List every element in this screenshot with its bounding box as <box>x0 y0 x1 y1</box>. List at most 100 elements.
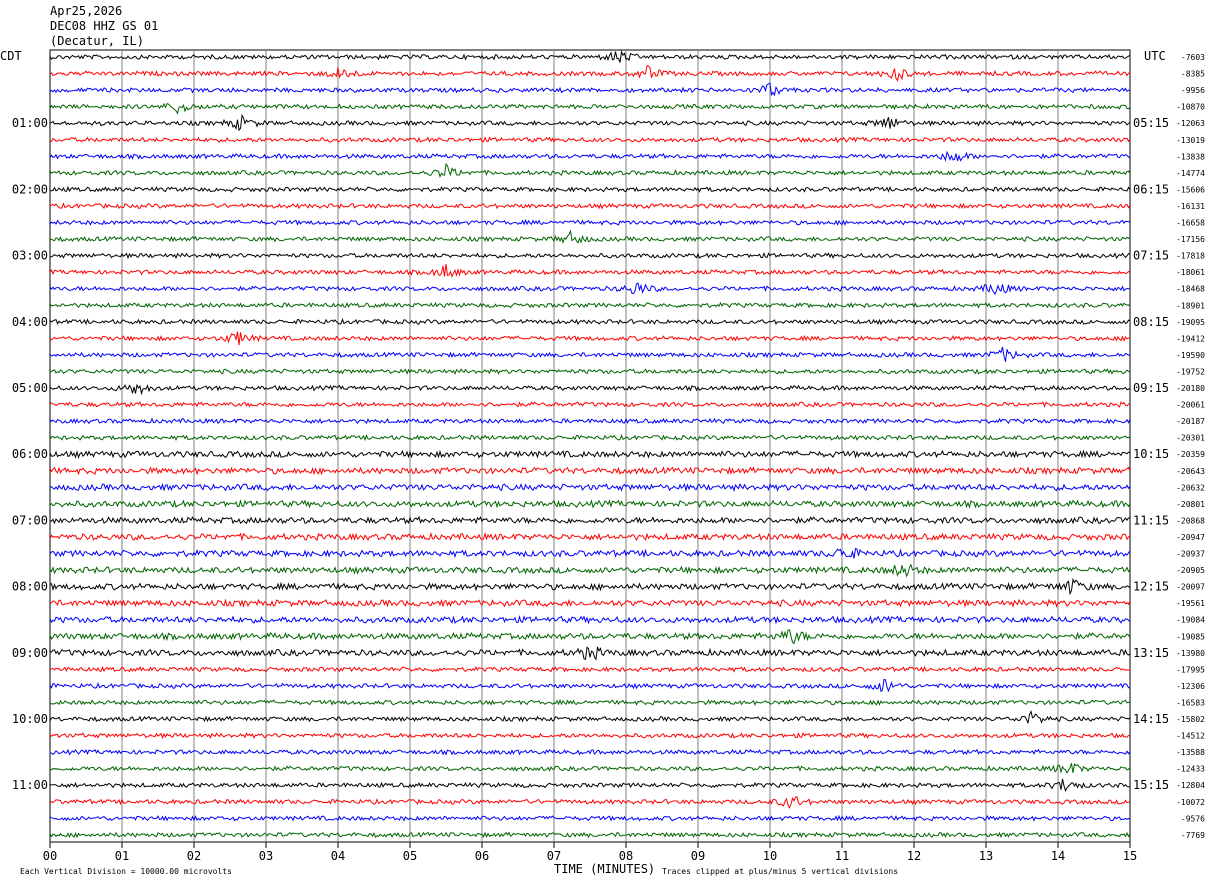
x-tick-label: 07 <box>547 849 561 863</box>
trace-line <box>49 136 1131 144</box>
trace-offset-label: -17156 <box>1176 235 1205 244</box>
trace-line <box>49 282 1131 295</box>
x-tick-label: 00 <box>43 849 57 863</box>
trace-line <box>49 466 1131 476</box>
trace-offset-label: -20180 <box>1176 384 1205 393</box>
trace-offset-label: -12433 <box>1176 765 1205 774</box>
trace-line <box>49 383 1131 396</box>
trace-offset-label: -13019 <box>1176 136 1205 145</box>
x-tick-label: 05 <box>403 849 417 863</box>
trace-offset-label: -16583 <box>1176 698 1205 707</box>
trace-offset-label: -17995 <box>1176 665 1205 674</box>
trace-offset-label: -20643 <box>1176 467 1205 476</box>
trace-offset-label: -10870 <box>1176 103 1205 112</box>
trace-offset-label: -20801 <box>1176 500 1205 509</box>
trace-line <box>49 318 1131 326</box>
trace-offset-label: -12804 <box>1176 781 1205 790</box>
right-hour-label: 12:15 <box>1133 580 1169 594</box>
x-tick-label: 06 <box>475 849 489 863</box>
trace-offset-label: -13980 <box>1176 649 1205 658</box>
left-hour-label: 08:00 <box>12 580 48 594</box>
x-axis-title: TIME (MINUTES) <box>554 862 656 876</box>
trace-offset-label: -19412 <box>1176 334 1205 343</box>
trace-line <box>49 732 1131 740</box>
trace-line <box>49 368 1131 376</box>
x-tick-label: 09 <box>691 849 705 863</box>
trace-offset-label: -12306 <box>1176 682 1205 691</box>
right-hour-label: 13:15 <box>1133 646 1169 660</box>
trace-offset-label: -19084 <box>1176 616 1205 625</box>
trace-line <box>49 113 1131 132</box>
trace-line <box>49 346 1131 362</box>
trace-line <box>49 629 1131 645</box>
trace-line <box>49 229 1131 244</box>
trace-line <box>49 646 1131 661</box>
left-hour-label: 02:00 <box>12 182 48 196</box>
left-hour-label: 07:00 <box>12 513 48 527</box>
trace-line <box>49 202 1131 210</box>
trace-offset-label: -20301 <box>1176 434 1205 443</box>
trace-line <box>49 482 1131 493</box>
station-location: (Decatur, IL) <box>50 34 144 48</box>
trace-line <box>49 218 1131 226</box>
trace-line <box>49 831 1131 839</box>
trace-offset-label: -20359 <box>1176 450 1205 459</box>
trace-offset-label: -19085 <box>1176 632 1205 641</box>
trace-line <box>49 615 1131 625</box>
trace-offset-label: -20187 <box>1176 417 1205 426</box>
trace-offset-label: -14774 <box>1176 169 1205 178</box>
trace-offset-label: -19590 <box>1176 351 1205 360</box>
trace-line <box>49 499 1131 509</box>
trace-offset-label: -18061 <box>1176 268 1205 277</box>
trace-line <box>49 401 1131 408</box>
trace-offset-label: -19095 <box>1176 318 1205 327</box>
trace-line <box>49 65 1131 82</box>
x-tick-label: 10 <box>763 849 777 863</box>
right-hour-label: 05:15 <box>1133 116 1169 130</box>
station-code: DEC08 HHZ GS 01 <box>50 19 159 33</box>
right-hour-label: 10:15 <box>1133 447 1169 461</box>
right-hour-label: 07:15 <box>1133 249 1169 263</box>
trace-offset-label: -20097 <box>1176 583 1205 592</box>
trace-line <box>49 814 1131 822</box>
trace-line <box>49 252 1131 260</box>
left-hour-label: 10:00 <box>12 712 48 726</box>
trace-offset-label: -13588 <box>1176 748 1205 757</box>
trace-offset-label: -18901 <box>1176 301 1205 310</box>
trace-line <box>49 598 1131 608</box>
trace-offset-label: -20868 <box>1176 516 1205 525</box>
right-hour-label: 08:15 <box>1133 315 1169 329</box>
trace-offset-label: -7769 <box>1181 831 1205 840</box>
right-hour-label: 09:15 <box>1133 381 1169 395</box>
right-hour-label: 15:15 <box>1133 778 1169 792</box>
trace-line <box>49 102 1131 115</box>
x-tick-label: 08 <box>619 849 633 863</box>
trace-line <box>49 531 1131 542</box>
trace-line <box>49 49 1131 63</box>
trace-offset-label: -13838 <box>1176 152 1205 161</box>
trace-line <box>49 577 1131 596</box>
right-timezone: UTC <box>1144 49 1166 63</box>
trace-offset-label: -7603 <box>1181 53 1205 62</box>
trace-line <box>49 417 1131 425</box>
left-hour-label: 06:00 <box>12 447 48 461</box>
right-hour-label: 14:15 <box>1133 712 1169 726</box>
x-tick-label: 03 <box>259 849 273 863</box>
left-hour-label: 11:00 <box>12 778 48 792</box>
trace-line <box>49 665 1131 673</box>
trace-line <box>49 449 1131 459</box>
trace-offset-label: -20937 <box>1176 550 1205 559</box>
trace-offset-label: -19752 <box>1176 367 1205 376</box>
trace-line <box>49 763 1131 774</box>
trace-line <box>49 748 1131 756</box>
trace-offset-label: -18468 <box>1176 285 1205 294</box>
plot-date: Apr25,2026 <box>50 4 123 18</box>
trace-line <box>49 710 1131 725</box>
trace-line <box>49 515 1131 525</box>
trace-line <box>49 796 1131 809</box>
x-tick-label: 15 <box>1123 849 1137 863</box>
trace-offset-label: -16658 <box>1176 219 1205 228</box>
trace-line <box>49 433 1131 442</box>
trace-offset-label: -20905 <box>1176 566 1205 575</box>
trace-line <box>49 150 1131 162</box>
